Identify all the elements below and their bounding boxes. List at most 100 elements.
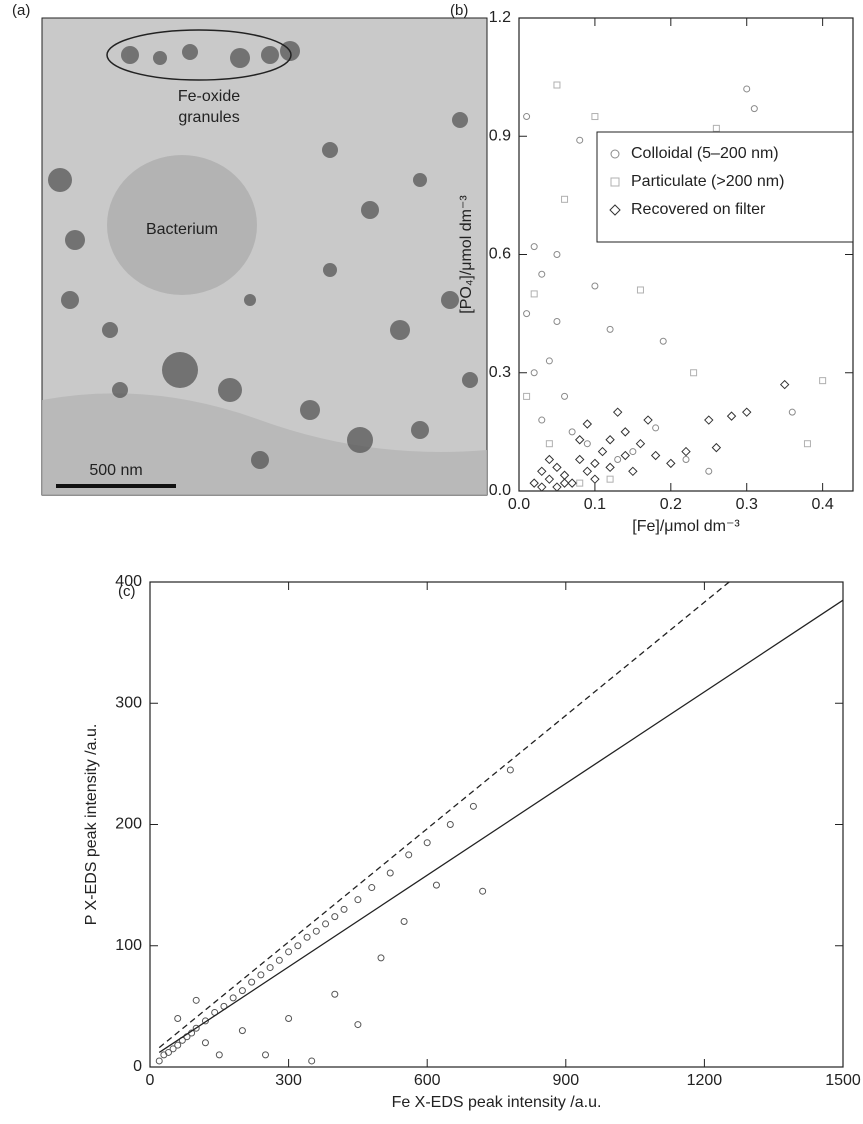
point [530,369,538,377]
micrograph: Fe-oxide granules Bacterium 500 nm [41,17,488,496]
point [620,450,630,461]
point [164,1048,172,1056]
x-tick-label: 1500 [825,1072,861,1089]
point [354,896,362,904]
point [636,286,644,294]
x-tick-label: 0.0 [508,496,530,513]
legend-label: Recovered on filter [631,201,766,218]
point [285,1015,293,1022]
x-tick-label: 0.4 [812,496,834,513]
point [620,427,630,437]
point [576,136,584,144]
point [238,987,246,995]
y-tick-label: 400 [115,573,142,590]
panel-label: (b) [450,2,468,19]
point [561,392,569,400]
point [529,478,539,488]
point [576,479,584,487]
point [331,990,339,998]
x-tick-label: 0 [146,1072,155,1089]
point [606,475,614,483]
point [612,407,623,417]
point [553,318,561,326]
y-axis-label: [PO₄]/μmol dm⁻³ [458,195,475,314]
y-tick-label: 0.9 [489,127,511,144]
point [201,1039,209,1047]
y-tick-label: 200 [115,816,142,833]
x-axis-label: Fe X-EDS peak intensity /a.u. [392,1094,602,1111]
point [659,337,667,345]
point [597,446,608,457]
point [262,1051,269,1059]
x-tick-label: 0.1 [584,496,606,513]
legend-marker [610,149,620,159]
granule-label: Fe-oxide [178,88,240,105]
point [553,251,561,258]
point [590,474,600,484]
panel-label: (c) [118,583,136,600]
point [568,428,576,436]
plot-frame [149,581,844,1068]
point [523,392,531,400]
point [690,369,698,377]
point [750,105,758,113]
point [544,454,555,465]
legend-box [596,131,854,243]
point [591,113,599,121]
point [386,869,394,877]
legend-marker [609,204,621,216]
point [575,435,585,445]
point [538,270,546,278]
point [582,466,593,476]
point [174,1041,182,1049]
point [583,440,591,448]
point [248,978,256,986]
point [340,905,348,913]
point [629,448,637,456]
legend-label: Particulate (>200 nm) [631,173,784,190]
point [705,467,713,475]
point [530,290,538,298]
point [606,325,614,333]
y-tick-label: 0.6 [489,246,511,263]
point [155,1057,163,1065]
x-tick-label: 900 [552,1072,579,1089]
point [538,416,546,424]
point [742,407,752,417]
point [743,85,751,93]
point [553,81,561,89]
point [432,881,440,889]
point [308,1057,316,1065]
x-tick-label: 0.3 [736,496,758,513]
point [545,440,553,448]
point [712,124,720,132]
point [545,357,553,365]
panel-label: (a) [12,2,30,19]
fit-line [158,599,844,1053]
point [559,470,570,480]
point [591,282,599,290]
y-axis-label: P X-EDS peak intensity /a.u. [83,724,100,926]
point [192,996,200,1004]
point [523,310,531,318]
point [561,195,569,203]
point [192,1024,200,1032]
point [643,415,653,425]
point [303,933,311,941]
y-tick-label: 100 [115,937,142,954]
point [266,964,274,972]
scale-bar [56,484,176,488]
point [552,482,562,492]
point [400,918,408,925]
point [666,458,676,469]
point [312,927,320,935]
point [537,466,547,476]
point [575,454,585,465]
x-tick-label: 300 [275,1072,302,1089]
granules [48,41,478,469]
point [803,440,811,448]
point [652,424,660,432]
point [201,1017,209,1025]
scale-bar-label: 500 nm [89,462,142,479]
